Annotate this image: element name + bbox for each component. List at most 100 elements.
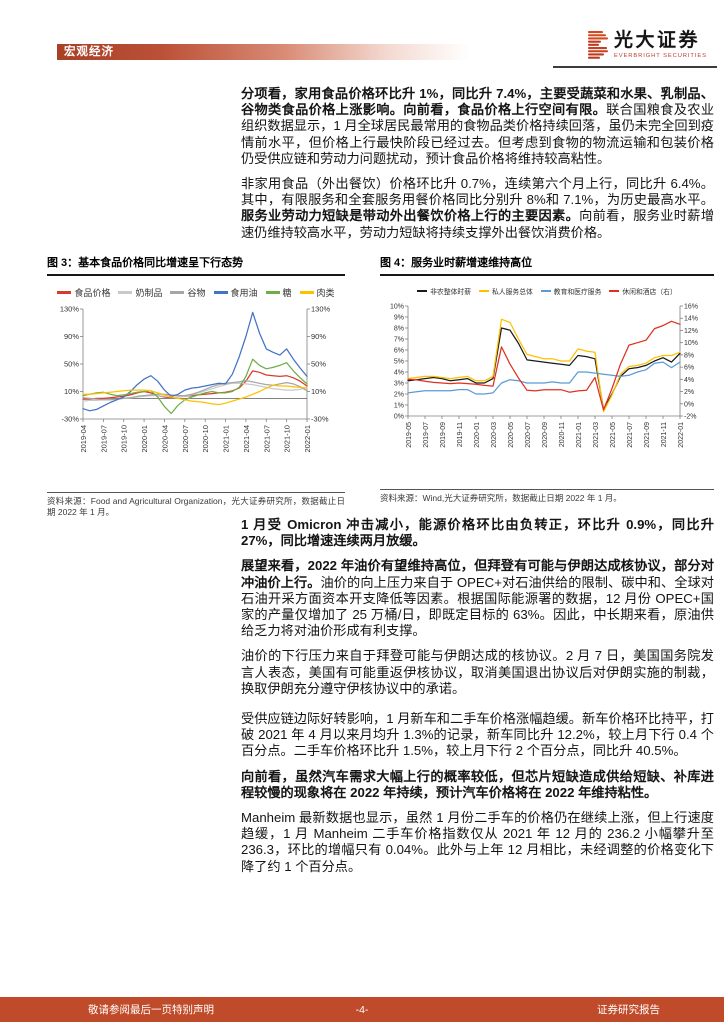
legend-swatch: [417, 290, 428, 292]
svg-text:2019-11: 2019-11: [457, 422, 464, 447]
paragraph: 1 月受 Omicron 冲击减小，能源价格环比由负转正，环比升 0.9%，同比…: [241, 517, 714, 549]
paragraph: Manheim 最新数据也显示，虽然 1 月份二手车的价格仍在继续上涨，但上行速…: [241, 810, 714, 875]
svg-text:2021-07: 2021-07: [627, 422, 634, 448]
legend-swatch: [299, 291, 314, 294]
svg-text:0%: 0%: [394, 414, 404, 421]
text-segment: 非家用食品（外出餐饮）价格环比升 0.7%，连续第六个月上行，同比升 6.4%。…: [241, 176, 714, 208]
brand-logo: 光大证券 EVERBRIGHT SECURITIES: [588, 30, 707, 65]
body-text-top: 分项看，家用食品价格环比升 1%，同比升 7.4%，主要受蔬菜和水果、乳制品、谷…: [241, 86, 714, 250]
legend-item: 食用油: [213, 286, 258, 299]
legend-item: 谷物: [170, 286, 206, 299]
svg-text:2020-03: 2020-03: [491, 422, 498, 448]
legend-label: 肉类: [316, 288, 335, 298]
legend-swatch: [213, 291, 228, 294]
series-line: [82, 311, 308, 412]
legend-label: 食用油: [230, 288, 258, 298]
brand-name-cn: 光大证券: [614, 30, 701, 51]
series-line: [82, 358, 308, 415]
svg-text:2019-07: 2019-07: [423, 422, 430, 448]
legend-swatch: [170, 291, 185, 294]
text-segment: 联合国粮食及农业组织数据显示，1 月全球居民最常用的食物品类价格持续回落，虽仍未…: [241, 102, 715, 166]
brand-name-en: EVERBRIGHT SECURITIES: [614, 53, 707, 59]
paragraph: 分项看，家用食品价格环比升 1%，同比升 7.4%，主要受蔬菜和水果、乳制品、谷…: [241, 86, 714, 167]
legend-label: 私人服务总体: [492, 289, 533, 296]
series-line: [407, 361, 681, 395]
footer-disclaimer: 敬请参阅最后一页特别声明: [88, 1004, 214, 1016]
svg-text:2021-09: 2021-09: [644, 422, 651, 448]
svg-text:10%: 10%: [64, 387, 79, 396]
legend-swatch: [57, 291, 72, 294]
series-line: [407, 327, 681, 411]
svg-text:16%: 16%: [684, 304, 698, 311]
paragraph: 受供应链边际好转影响，1 月新车和二手车价格涨幅趋缓。新车价格环比持平，打破 2…: [241, 711, 714, 760]
legend-swatch: [609, 290, 620, 292]
text-segment: 油价的向上压力来自于 OPEC+对石油供给的限制、碳中和、全球对石油开采方面资本…: [241, 574, 714, 639]
figure-4-source: 资料来源：Wind,光大证券研究所，数据截止日期 2022 年 1 月。: [380, 489, 714, 504]
text-segment: Manheim 最新数据也显示，虽然 1 月份二手车的价格仍在继续上涨，但上行速…: [241, 810, 714, 874]
svg-text:10%: 10%: [390, 304, 404, 311]
text-segment-bold: 服务业劳动力短缺是带动外出餐饮价格上行的主要因素。: [241, 208, 580, 224]
figure-4-legend: 非农整体时薪 私人服务总体 教育和医疗服务 休闲和酒店（右）: [380, 286, 714, 296]
legend-label: 非农整体时薪: [430, 289, 472, 296]
paragraph: 油价的下行压力来自于拜登可能与伊朗达成的核协议。2 月 7 日，美国国务院发言人…: [241, 648, 714, 697]
svg-text:2022-01: 2022-01: [303, 425, 312, 453]
svg-text:2019-07: 2019-07: [99, 425, 108, 453]
svg-text:7%: 7%: [394, 337, 404, 344]
legend-swatch: [265, 291, 280, 294]
legend-label: 糖: [282, 288, 292, 298]
figure-3-source: 资料来源：Food and Agricultural Organization，…: [47, 492, 345, 518]
legend-swatch: [479, 290, 490, 292]
svg-text:8%: 8%: [394, 326, 404, 333]
svg-text:2020-04: 2020-04: [160, 425, 169, 453]
legend-label: 谷物: [187, 288, 206, 298]
chart-canvas: 130%90%50%10%-30%130%90%50%10%-30%2019-0…: [60, 305, 331, 453]
svg-text:2019-05: 2019-05: [406, 422, 413, 448]
legend-item: 肉类: [299, 286, 335, 299]
legend-label: 休闲和酒店（右）: [622, 289, 677, 296]
legend-label: 食品价格: [74, 288, 111, 298]
svg-text:2021-01: 2021-01: [576, 422, 583, 448]
figure-3-caption: 图 3：基本食品价格同比增速呈下行态势: [47, 253, 345, 276]
svg-text:10%: 10%: [311, 387, 326, 396]
legend-item: 奶制品: [118, 286, 162, 299]
svg-text:50%: 50%: [311, 360, 326, 369]
svg-text:2021-05: 2021-05: [610, 422, 617, 448]
text-segment-bold: 向前看，虽然汽车需求大幅上行的概率较低，但芯片短缺造成供给短缺、补库进程较慢的现…: [241, 768, 714, 800]
svg-text:8%: 8%: [684, 352, 694, 359]
legend-label: 教育和医疗服务: [553, 289, 602, 296]
svg-text:4%: 4%: [394, 370, 404, 377]
legend-item: 非农整体时薪: [417, 286, 471, 296]
svg-text:2021-04: 2021-04: [242, 425, 251, 453]
figure-4: 图 4：服务业时薪增速维持高位 非农整体时薪 私人服务总体 教育和医疗服务 休闲和酒店…: [380, 253, 714, 518]
paragraph: 非家用食品（外出餐饮）价格环比升 0.7%，连续第六个月上行，同比升 6.4%。…: [241, 176, 714, 241]
svg-text:90%: 90%: [311, 332, 326, 341]
legend-item: 教育和医疗服务: [540, 286, 602, 296]
svg-text:2020-05: 2020-05: [508, 422, 515, 448]
svg-text:2021-01: 2021-01: [222, 425, 231, 453]
legend-swatch: [118, 291, 133, 294]
svg-text:2019-10: 2019-10: [120, 425, 129, 453]
svg-text:2020-07: 2020-07: [181, 425, 190, 453]
svg-text:50%: 50%: [64, 360, 79, 369]
svg-text:0%: 0%: [684, 401, 694, 408]
figure-3: 图 3：基本食品价格同比增速呈下行态势 食品价格 奶制品 谷物 食用油 糖 肉类 130%…: [47, 253, 345, 518]
body-text-bottom: 1 月受 Omicron 冲击减小，能源价格环比由负转正，环比升 0.9%，同比…: [241, 517, 714, 884]
svg-text:2020-01: 2020-01: [474, 422, 481, 448]
svg-text:2%: 2%: [684, 389, 694, 396]
svg-text:2019-04: 2019-04: [79, 425, 88, 453]
page-number: -4-: [355, 1003, 369, 1016]
figure-4-caption: 图 4：服务业时薪增速维持高位: [380, 253, 714, 276]
svg-text:4%: 4%: [684, 377, 694, 384]
svg-text:5%: 5%: [394, 359, 404, 366]
series-line: [82, 384, 308, 406]
text-segment: 向前看，服务业时薪增速仍维持较高水平，劳动力短缺将持续支撑外出餐饮消费价格。: [241, 208, 715, 240]
svg-text:130%: 130%: [311, 305, 331, 314]
figure-row: 图 3：基本食品价格同比增速呈下行态势 食品价格 奶制品 谷物 食用油 糖 肉类 130%…: [47, 253, 714, 518]
chart-canvas: 10% 9% 8% 7% 6% 5% 4% 3% 2% 1% 0% 16% 14% 12% 10% 8% 6% 4…: [390, 304, 698, 448]
footer-report-type: 证券研究报告: [597, 1004, 660, 1016]
svg-text:130%: 130%: [60, 305, 80, 314]
svg-text:2020-01: 2020-01: [140, 425, 149, 453]
header-rule: [553, 66, 717, 68]
paragraph: 向前看，虽然汽车需求大幅上行的概率较低，但芯片短缺造成供给短缺、补库进程较慢的现…: [241, 769, 714, 801]
everbright-logo-icon: [588, 30, 609, 65]
